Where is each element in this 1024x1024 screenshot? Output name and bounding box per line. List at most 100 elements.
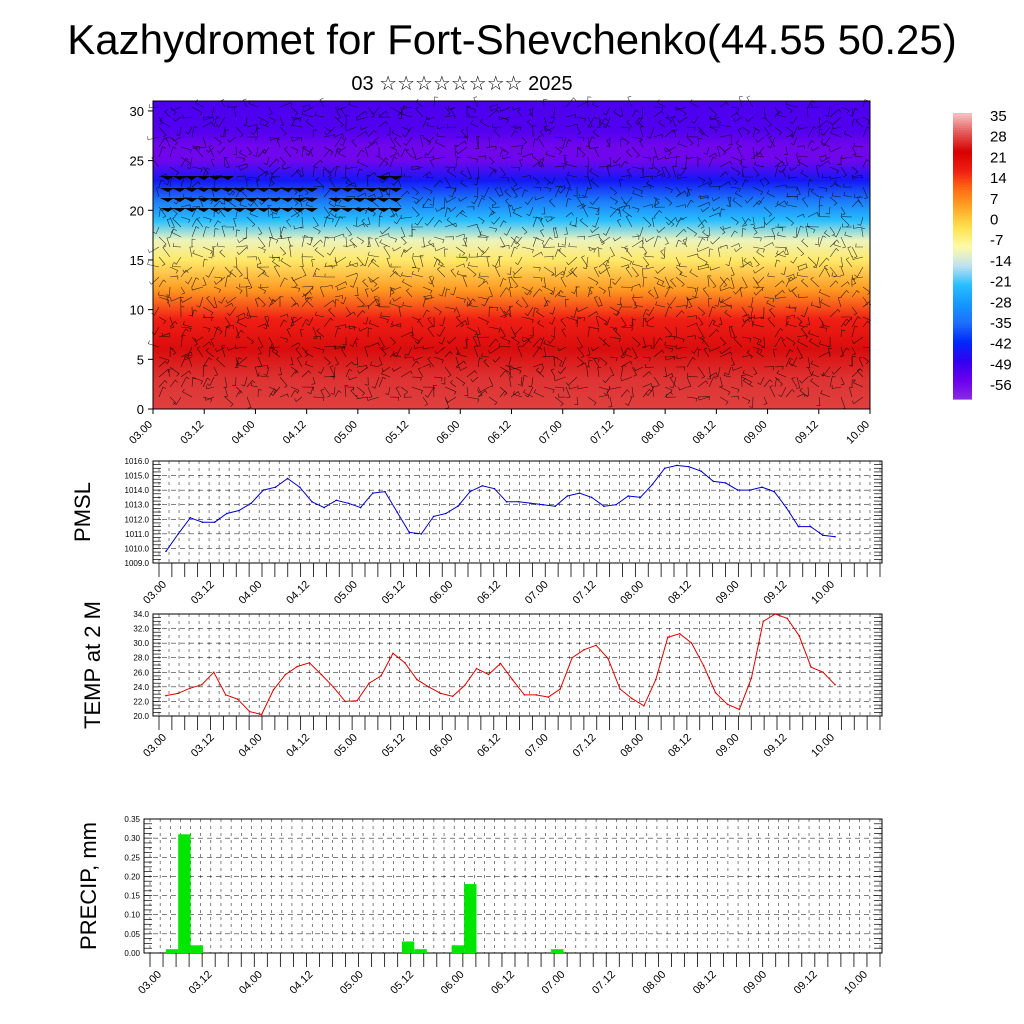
wind-barb <box>433 356 444 364</box>
wind-barb <box>763 396 768 405</box>
wind-barb <box>801 238 809 248</box>
wind-barb <box>841 223 852 228</box>
wind-barb <box>158 236 167 247</box>
wind-barb <box>191 309 198 318</box>
wind-barb <box>527 119 534 128</box>
colorbar-segment <box>953 363 972 367</box>
wind-barb <box>564 299 569 308</box>
wind-barb <box>598 236 605 246</box>
wind-barb <box>392 268 402 278</box>
wind-barb <box>554 396 564 407</box>
wind-flag <box>196 208 210 212</box>
colorbar-segment <box>953 346 972 350</box>
wind-barb <box>180 269 189 278</box>
wind-barb <box>367 129 377 138</box>
wind-barb <box>593 296 600 308</box>
wind-barb <box>620 389 630 398</box>
wind-barb <box>576 336 583 349</box>
wind-barb <box>411 229 416 238</box>
wind-barb <box>645 386 655 397</box>
wind-barb <box>382 346 391 351</box>
wind-barb <box>664 186 673 194</box>
wind-barb <box>851 246 858 259</box>
wind-barb <box>756 249 765 258</box>
colorbar-segment <box>953 372 972 376</box>
wind-barb <box>499 186 504 196</box>
wind-barb <box>455 376 466 387</box>
wind-barb <box>697 263 709 268</box>
wind-barb <box>455 306 461 318</box>
temp2m-point <box>631 697 633 700</box>
colorbar-segment <box>953 160 972 164</box>
y-tick-label: 28.0 <box>133 654 149 663</box>
wind-barb <box>499 390 508 398</box>
wind-barb <box>799 322 809 328</box>
wind-barb <box>224 302 234 308</box>
wind-barb <box>164 176 171 186</box>
wind-barb <box>202 226 210 238</box>
wind-barb <box>158 360 168 368</box>
x-tick-label: 04.12 <box>281 419 309 447</box>
wind-barb <box>271 258 281 268</box>
wind-barb <box>587 233 600 238</box>
wind-barb <box>664 196 673 206</box>
colorbar-segment <box>953 301 972 305</box>
wind-barb <box>279 393 289 398</box>
wind-barb <box>246 285 251 298</box>
wind-barb <box>543 355 555 360</box>
wind-barb <box>433 155 446 160</box>
wind-barb <box>741 396 751 404</box>
wind-barb <box>588 246 600 252</box>
wind-barb <box>477 155 487 160</box>
wind-barb <box>166 296 171 308</box>
wind-barb <box>356 192 367 198</box>
wind-barb <box>157 291 171 298</box>
wind-barb <box>507 266 512 275</box>
wind-barb <box>353 216 358 227</box>
x-tick-label: 08.00 <box>618 579 646 607</box>
wind-barb <box>279 296 284 307</box>
wind-barb <box>517 345 523 358</box>
wind-barb <box>235 357 242 368</box>
wind-barb <box>262 270 270 278</box>
wind-barb <box>246 306 251 319</box>
wind-barb <box>810 276 820 288</box>
wind-barb <box>554 270 565 278</box>
wind-barb <box>477 246 485 256</box>
wind-barb <box>481 296 490 307</box>
temp2m-point <box>762 620 765 623</box>
wind-barb <box>289 245 294 258</box>
wind-barb <box>415 106 424 118</box>
wind-barb <box>405 148 413 158</box>
wind-barb <box>644 363 655 368</box>
colorbar-segment <box>953 151 972 155</box>
colorbar-segment <box>953 339 972 343</box>
wind-barb <box>156 187 160 198</box>
wind-barb <box>686 376 692 388</box>
wind-barb <box>691 116 699 124</box>
wind-barb <box>334 256 347 264</box>
wind-barb <box>807 256 817 268</box>
wind-barb <box>488 286 493 298</box>
wind-barb <box>785 317 791 328</box>
wind-barb <box>737 146 743 158</box>
wind-barb <box>393 346 402 358</box>
wind-barb <box>290 106 299 116</box>
y-tick-label: 1011.0 <box>125 530 149 539</box>
wind-barb <box>799 376 809 384</box>
pmsl-point <box>189 517 192 519</box>
wind-barb <box>796 152 809 158</box>
wind-barb <box>340 296 347 305</box>
wind-barb <box>785 216 795 226</box>
temp2m-point <box>511 678 514 681</box>
wind-barb <box>593 266 600 278</box>
x-tick-label: 07.00 <box>523 579 551 607</box>
y-tick-label: 1009.0 <box>125 559 150 568</box>
wind-barb <box>609 326 618 333</box>
wind-barb <box>473 176 479 186</box>
wind-barb <box>664 216 675 227</box>
wind-barb <box>839 346 844 357</box>
temp2m-point <box>368 682 370 684</box>
wind-flag <box>340 198 354 202</box>
wind-flag <box>376 208 390 212</box>
